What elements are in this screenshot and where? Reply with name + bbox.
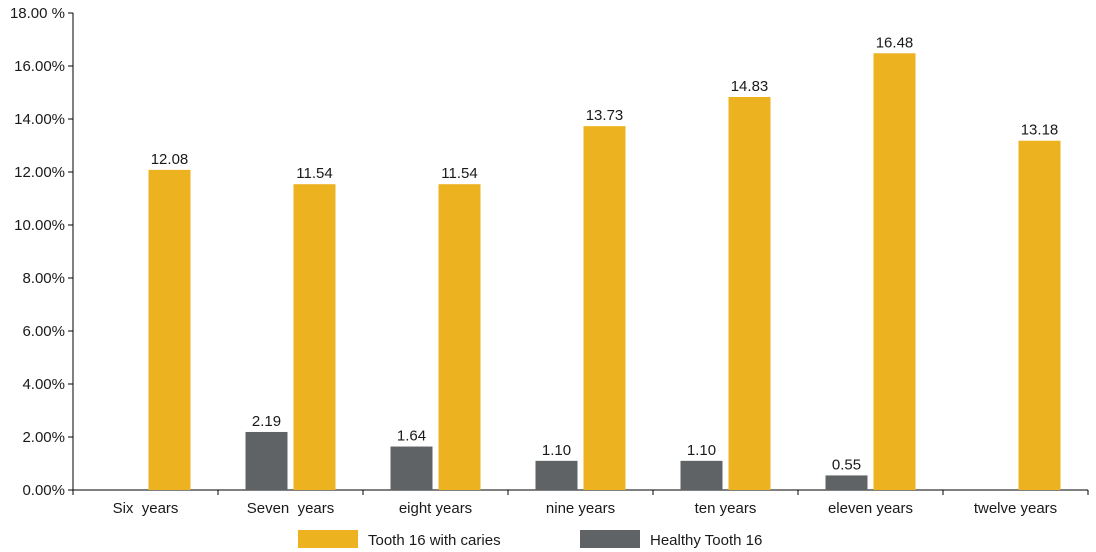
bar-tooth-16-caries: [1018, 140, 1061, 491]
bar-tooth-16-caries: [583, 126, 626, 490]
data-label: 1.10: [542, 442, 571, 459]
bar-healthy-tooth-16: [245, 431, 288, 490]
data-label: 2.19: [252, 413, 281, 430]
legend: Tooth 16 with caries Healthy Tooth 16: [298, 530, 762, 549]
x-tick-label: eight years: [399, 500, 472, 517]
bar-healthy-tooth-16: [535, 460, 578, 490]
y-axis: 0.00% 2.00% 4.00% 6.00% 8.00% 10.00% 12.00% 14.…: [10, 5, 74, 499]
legend-swatch: [298, 530, 358, 548]
data-label: 1.64: [397, 428, 426, 445]
x-axis: Six years Seven years eight years nine year…: [72, 489, 1089, 517]
y-tick-label: 2.00%: [22, 429, 65, 446]
y-tick-label: 6.00%: [22, 323, 65, 340]
x-tick-label: twelve years: [974, 500, 1057, 517]
data-label: 0.55: [832, 456, 861, 473]
data-label: 14.83: [731, 78, 769, 95]
legend-label: Healthy Tooth 16: [650, 532, 762, 549]
data-label: 11.54: [441, 165, 477, 182]
bars: [148, 53, 1061, 491]
y-tick-label: 0.00%: [22, 482, 65, 499]
bar-tooth-16-caries: [148, 169, 191, 490]
x-tick-label: eleven years: [828, 500, 913, 517]
x-tick-label: Seven years: [247, 500, 335, 517]
y-tick-label: 14.00%: [14, 111, 65, 128]
y-tick-label: 10.00%: [14, 217, 65, 234]
data-label: 12.08: [151, 151, 189, 168]
x-tick-label: Six years: [113, 500, 179, 517]
y-tick-label: 16.00%: [14, 58, 65, 75]
legend-label: Tooth 16 with caries: [368, 532, 501, 549]
y-tick-label: 4.00%: [22, 376, 65, 393]
bar-tooth-16-caries: [873, 53, 916, 490]
y-tick-label: 18.00 %: [10, 5, 65, 22]
bar-tooth-16-caries: [293, 184, 336, 490]
bar-healthy-tooth-16: [825, 475, 868, 490]
bar-healthy-tooth-16: [390, 446, 433, 490]
bar-tooth-16-caries: [438, 184, 481, 490]
x-tick-label: nine years: [546, 500, 615, 517]
y-tick-label: 12.00%: [14, 164, 65, 181]
bar-healthy-tooth-16: [680, 460, 723, 490]
data-label: 16.48: [876, 34, 914, 51]
data-label: 1.10: [687, 442, 716, 459]
data-label: 13.73: [586, 107, 624, 124]
data-label: 11.54: [296, 165, 332, 182]
data-label: 13.18: [1021, 122, 1059, 139]
bar-tooth-16-caries: [728, 97, 771, 490]
y-tick-label: 8.00%: [22, 270, 65, 287]
value-labels: 12.08 2.19 11.54 1.64 11.54 1.10 13.73 1.10 14.8…: [151, 34, 1059, 473]
x-tick-label: ten years: [695, 500, 757, 517]
legend-swatch: [580, 530, 640, 548]
